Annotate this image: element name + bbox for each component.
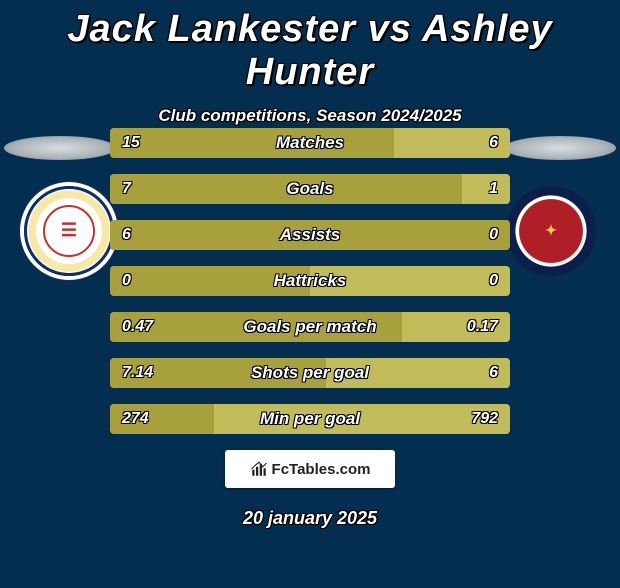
stat-value-left: 0 — [122, 266, 131, 296]
pedestal-shadow-left — [4, 136, 116, 160]
stat-value-right: 0 — [489, 220, 498, 250]
stat-label: Goals per match — [243, 312, 376, 342]
stat-value-left: 7 — [122, 174, 131, 204]
stat-value-left: 15 — [122, 128, 140, 158]
stat-value-right: 792 — [471, 404, 498, 434]
club-crest-left: ☰ — [24, 186, 114, 276]
stat-fill-right — [214, 404, 510, 434]
stat-value-left: 0.47 — [122, 312, 153, 342]
branding-badge: FcTables.com — [225, 450, 395, 488]
page-title: Jack Lankester vs Ashley Hunter — [0, 8, 620, 94]
stat-row: 7.14 6 Shots per goal — [110, 358, 510, 388]
stat-label: Matches — [276, 128, 344, 158]
chart-icon — [250, 460, 268, 478]
date-text: 20 january 2025 — [0, 508, 620, 529]
club-crest-right: ✦ — [506, 186, 596, 276]
stat-value-left: 7.14 — [122, 358, 153, 388]
stat-label: Hattricks — [274, 266, 347, 296]
stat-label: Shots per goal — [251, 358, 369, 388]
stat-value-left: 6 — [122, 220, 131, 250]
stat-fill-left — [110, 128, 394, 158]
stat-value-right: 0 — [489, 266, 498, 296]
stat-row: 0 0 Hattricks — [110, 266, 510, 296]
page-subtitle: Club competitions, Season 2024/2025 — [0, 106, 620, 126]
crest-left-inner-icon: ☰ — [43, 205, 95, 257]
stat-label: Min per goal — [260, 404, 360, 434]
stat-value-left: 274 — [122, 404, 149, 434]
stat-value-right: 6 — [489, 128, 498, 158]
stat-row: 7 1 Goals — [110, 174, 510, 204]
stat-row: 274 792 Min per goal — [110, 404, 510, 434]
stat-label: Goals — [286, 174, 333, 204]
stat-value-right: 0.17 — [467, 312, 498, 342]
branding-text: FcTables.com — [272, 461, 371, 478]
stat-value-right: 6 — [489, 358, 498, 388]
stat-row: 15 6 Matches — [110, 128, 510, 158]
stat-label: Assists — [280, 220, 340, 250]
stat-value-right: 1 — [489, 174, 498, 204]
stat-row: 6 0 Assists — [110, 220, 510, 250]
pedestal-shadow-right — [504, 136, 616, 160]
stat-fill-right — [462, 174, 510, 204]
stat-row: 0.47 0.17 Goals per match — [110, 312, 510, 342]
crest-right-inner-icon: ✦ — [528, 208, 574, 254]
stats-bars: 15 6 Matches 7 1 Goals 6 0 Assists 0 0 Hattricks 0.4… — [110, 128, 510, 450]
